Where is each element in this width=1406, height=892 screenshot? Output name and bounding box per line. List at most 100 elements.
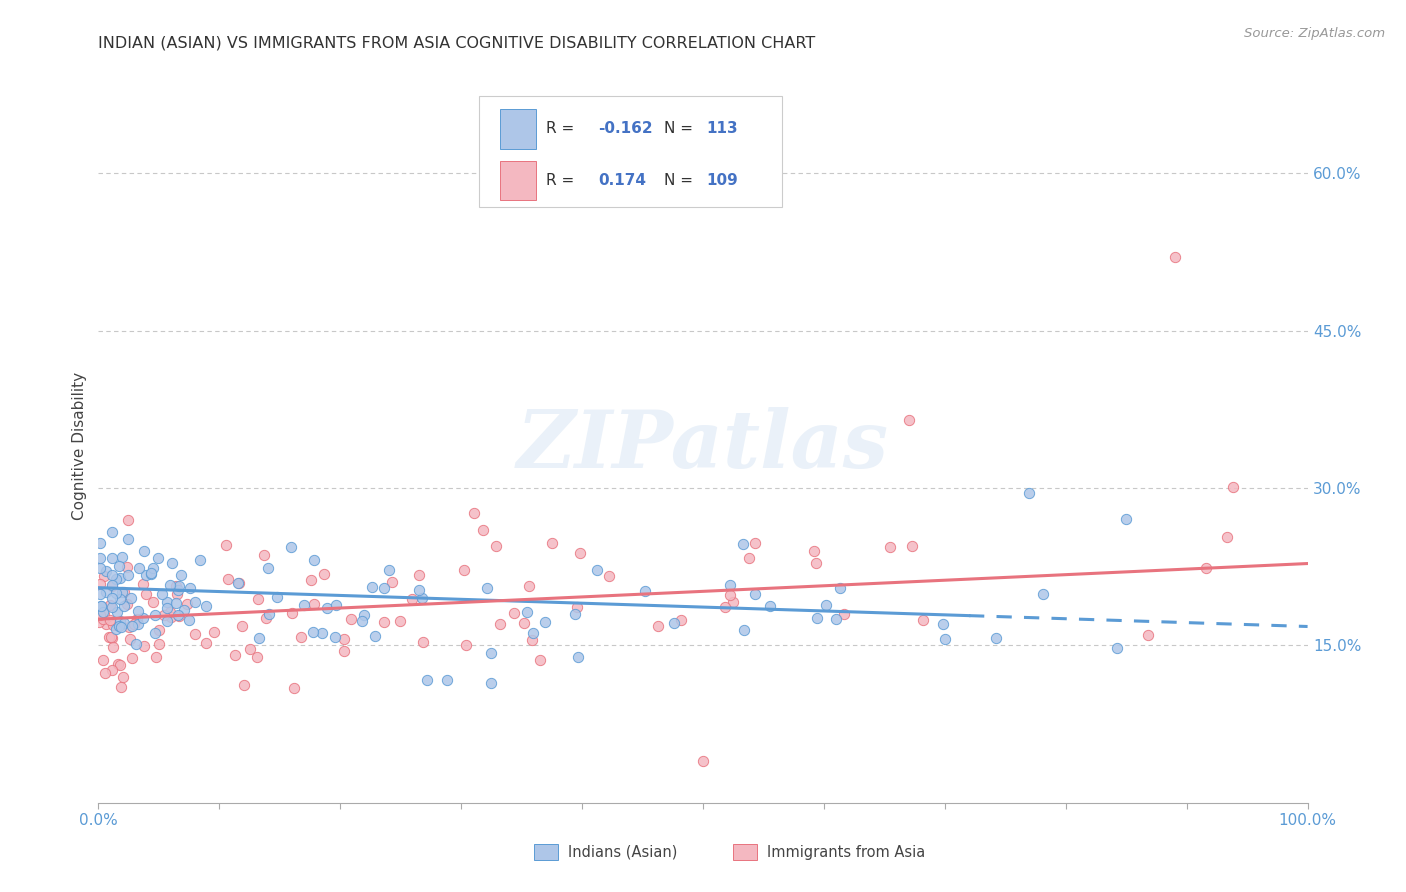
- Point: [112, 670, 135, 684]
- Point: [634, 584, 657, 599]
- Point: [135, 586, 157, 600]
- Text: 0.174: 0.174: [598, 173, 645, 188]
- Point: [155, 601, 177, 615]
- Point: [879, 541, 901, 555]
- Point: [108, 658, 131, 673]
- Point: [280, 540, 302, 554]
- Point: [89, 587, 111, 601]
- Point: [733, 537, 755, 551]
- Point: [378, 564, 401, 578]
- Point: [1222, 480, 1244, 494]
- Point: [713, 600, 735, 615]
- Point: [408, 568, 430, 582]
- Point: [389, 614, 412, 628]
- Point: [96, 584, 118, 599]
- Point: [803, 544, 825, 558]
- Point: [132, 611, 155, 625]
- Point: [733, 623, 755, 637]
- Point: [1018, 486, 1040, 500]
- Point: [89, 560, 111, 574]
- Point: [110, 680, 132, 694]
- Point: [105, 622, 128, 636]
- Text: 109: 109: [707, 173, 738, 188]
- Point: [98, 630, 121, 644]
- Point: [93, 607, 115, 622]
- Point: [692, 754, 714, 768]
- Point: [100, 525, 122, 540]
- Text: N =: N =: [664, 121, 693, 136]
- Point: [100, 579, 122, 593]
- Point: [150, 587, 173, 601]
- Point: [159, 605, 181, 619]
- Point: [101, 577, 124, 591]
- Point: [1107, 641, 1129, 656]
- Point: [117, 513, 139, 527]
- Text: Indians (Asian): Indians (Asian): [568, 845, 676, 860]
- Point: [744, 536, 766, 550]
- Point: [373, 615, 395, 629]
- Point: [111, 584, 134, 599]
- Point: [312, 567, 335, 582]
- Point: [485, 540, 508, 554]
- Point: [117, 597, 139, 611]
- Point: [100, 568, 122, 582]
- Point: [381, 574, 404, 589]
- Point: [160, 556, 183, 570]
- Point: [671, 613, 693, 627]
- Point: [598, 568, 620, 582]
- Point: [333, 643, 356, 657]
- Point: [139, 566, 162, 581]
- Point: [984, 631, 1007, 645]
- Point: [127, 604, 149, 618]
- Point: [516, 605, 538, 619]
- Point: [148, 551, 170, 566]
- Point: [94, 617, 117, 632]
- Point: [463, 506, 485, 520]
- Point: [134, 639, 156, 653]
- Point: [479, 676, 502, 690]
- Point: [411, 591, 433, 606]
- Point: [316, 600, 339, 615]
- Text: R =: R =: [546, 173, 574, 188]
- Point: [541, 535, 564, 549]
- Point: [1215, 530, 1237, 544]
- Point: [280, 606, 302, 620]
- Point: [105, 572, 128, 586]
- Point: [333, 632, 356, 646]
- Text: Source: ZipAtlas.com: Source: ZipAtlas.com: [1244, 27, 1385, 40]
- Point: [806, 611, 828, 625]
- Text: Immigrants from Asia: Immigrants from Asia: [768, 845, 925, 860]
- Text: N =: N =: [664, 173, 693, 188]
- Point: [228, 576, 250, 591]
- Point: [564, 607, 586, 621]
- Point: [156, 614, 179, 628]
- Point: [352, 614, 374, 628]
- Point: [247, 631, 270, 645]
- Point: [233, 678, 256, 692]
- Point: [173, 603, 195, 617]
- Point: [224, 648, 246, 663]
- Point: [127, 616, 149, 631]
- Point: [89, 615, 111, 630]
- Point: [121, 619, 143, 633]
- Point: [118, 620, 141, 634]
- Point: [436, 673, 458, 687]
- Point: [194, 599, 217, 613]
- Point: [128, 560, 150, 574]
- Point: [89, 607, 111, 622]
- Point: [166, 587, 188, 601]
- Point: [647, 619, 669, 633]
- Point: [135, 567, 157, 582]
- Point: [257, 561, 280, 575]
- Point: [166, 583, 188, 598]
- Point: [1136, 628, 1159, 642]
- Point: [91, 605, 114, 619]
- Point: [195, 635, 218, 649]
- Point: [108, 558, 131, 573]
- Bar: [501, 109, 536, 149]
- Point: [738, 550, 761, 565]
- Point: [94, 564, 117, 578]
- Bar: [534, 844, 558, 860]
- Point: [101, 618, 124, 632]
- Y-axis label: Cognitive Disability: Cognitive Disability: [72, 372, 87, 520]
